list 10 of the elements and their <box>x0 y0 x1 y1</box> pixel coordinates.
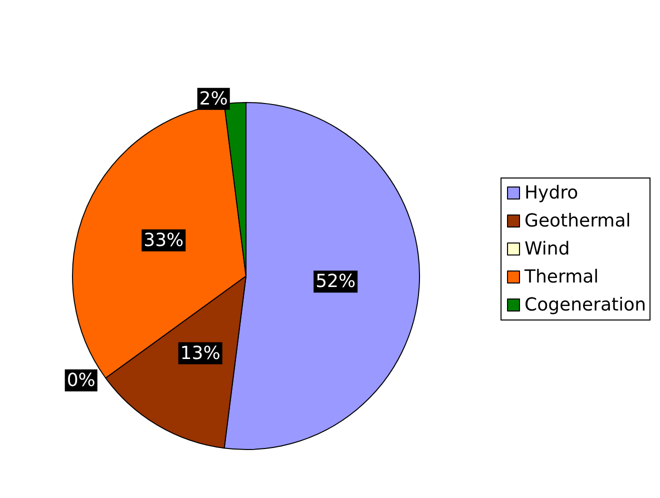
legend-label: Wind <box>524 238 570 260</box>
text: 0% <box>66 370 96 391</box>
data-label: 2% <box>199 88 228 110</box>
legend-label: Cogeneration <box>524 294 646 316</box>
data-label: 52% <box>316 271 356 292</box>
legend-label: Geothermal <box>524 210 631 232</box>
data-label: 13% <box>180 342 220 364</box>
data-label: 33% <box>144 230 184 251</box>
legend-label: Thermal <box>524 266 599 288</box>
legend-label: Hydro <box>524 182 578 204</box>
